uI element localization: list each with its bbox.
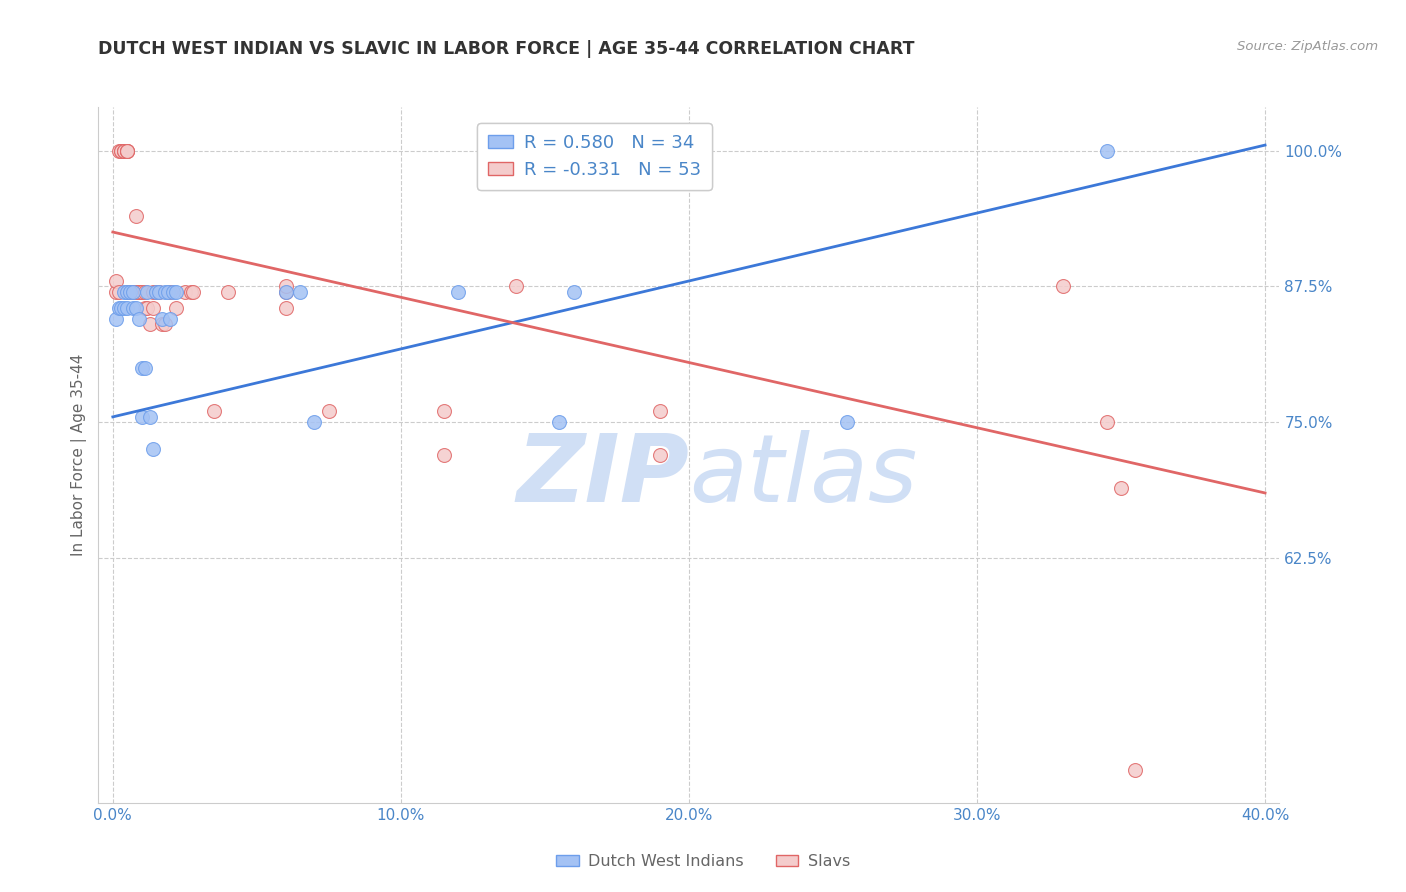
Point [107,285,129,299]
Text: ZIP: ZIP [516,430,689,522]
Text: atlas: atlas [689,430,917,521]
Point [136,285,159,299]
Point [650,404,672,418]
Point [274,285,297,299]
Point [134,361,156,376]
Point [142,442,165,457]
Point [112,144,135,158]
Point [173,285,195,299]
Point [122,285,145,299]
Point [112,144,135,158]
Point [1095,415,1118,429]
Point [104,274,127,288]
Point [505,279,527,293]
Point [433,448,456,462]
Text: DUTCH WEST INDIAN VS SLAVIC IN LABOR FORCE | AGE 35-44 CORRELATION CHART: DUTCH WEST INDIAN VS SLAVIC IN LABOR FOR… [98,40,915,58]
Point [162,285,184,299]
Point [110,144,132,158]
Point [115,144,138,158]
Point [148,285,170,299]
Point [156,285,179,299]
Point [112,285,135,299]
Point [217,285,239,299]
Point [115,144,138,158]
Point [142,285,165,299]
Point [145,285,167,299]
Point [139,409,162,424]
Point [145,285,167,299]
Point [115,285,138,299]
Point [650,448,672,462]
Point [131,361,153,376]
Point [274,301,297,315]
Point [159,285,181,299]
Point [165,301,187,315]
Legend: R = 0.580   N = 34, R = -0.331   N = 53: R = 0.580 N = 34, R = -0.331 N = 53 [477,123,711,190]
Point [136,301,159,315]
Text: Source: ZipAtlas.com: Source: ZipAtlas.com [1237,40,1378,54]
Point [837,415,859,429]
Point [125,209,148,223]
Point [131,409,153,424]
Point [125,301,148,315]
Point [433,404,456,418]
Point [104,312,127,326]
Point [128,285,150,299]
Point [304,415,326,429]
Point [183,285,205,299]
Point [112,301,135,315]
Point [165,285,187,299]
Point [110,144,132,158]
Point [447,285,470,299]
Point [128,312,150,326]
Point [274,279,297,293]
Point [122,285,145,299]
Point [139,318,162,332]
Point [180,285,202,299]
Point [134,285,156,299]
Legend: Dutch West Indians, Slavs: Dutch West Indians, Slavs [550,847,856,875]
Point [1095,144,1118,158]
Point [107,301,129,315]
Point [548,415,571,429]
Point [142,301,165,315]
Point [131,285,153,299]
Point [107,144,129,158]
Point [1109,481,1132,495]
Point [115,144,138,158]
Point [134,301,156,315]
Point [153,318,176,332]
Point [115,301,138,315]
Point [122,301,145,315]
Point [120,285,142,299]
Point [125,285,148,299]
Point [1052,279,1074,293]
Point [120,285,142,299]
Point [562,285,585,299]
Point [110,301,132,315]
Point [128,285,150,299]
Point [115,285,138,299]
Point [159,312,181,326]
Point [104,285,127,299]
Point [288,285,311,299]
Point [202,404,225,418]
Point [122,285,145,299]
Point [318,404,340,418]
Point [150,318,173,332]
Y-axis label: In Labor Force | Age 35-44: In Labor Force | Age 35-44 [72,354,87,556]
Point [112,144,135,158]
Point [148,285,170,299]
Point [120,285,142,299]
Point [153,285,176,299]
Point [150,312,173,326]
Point [274,285,297,299]
Point [115,144,138,158]
Point [1125,763,1147,777]
